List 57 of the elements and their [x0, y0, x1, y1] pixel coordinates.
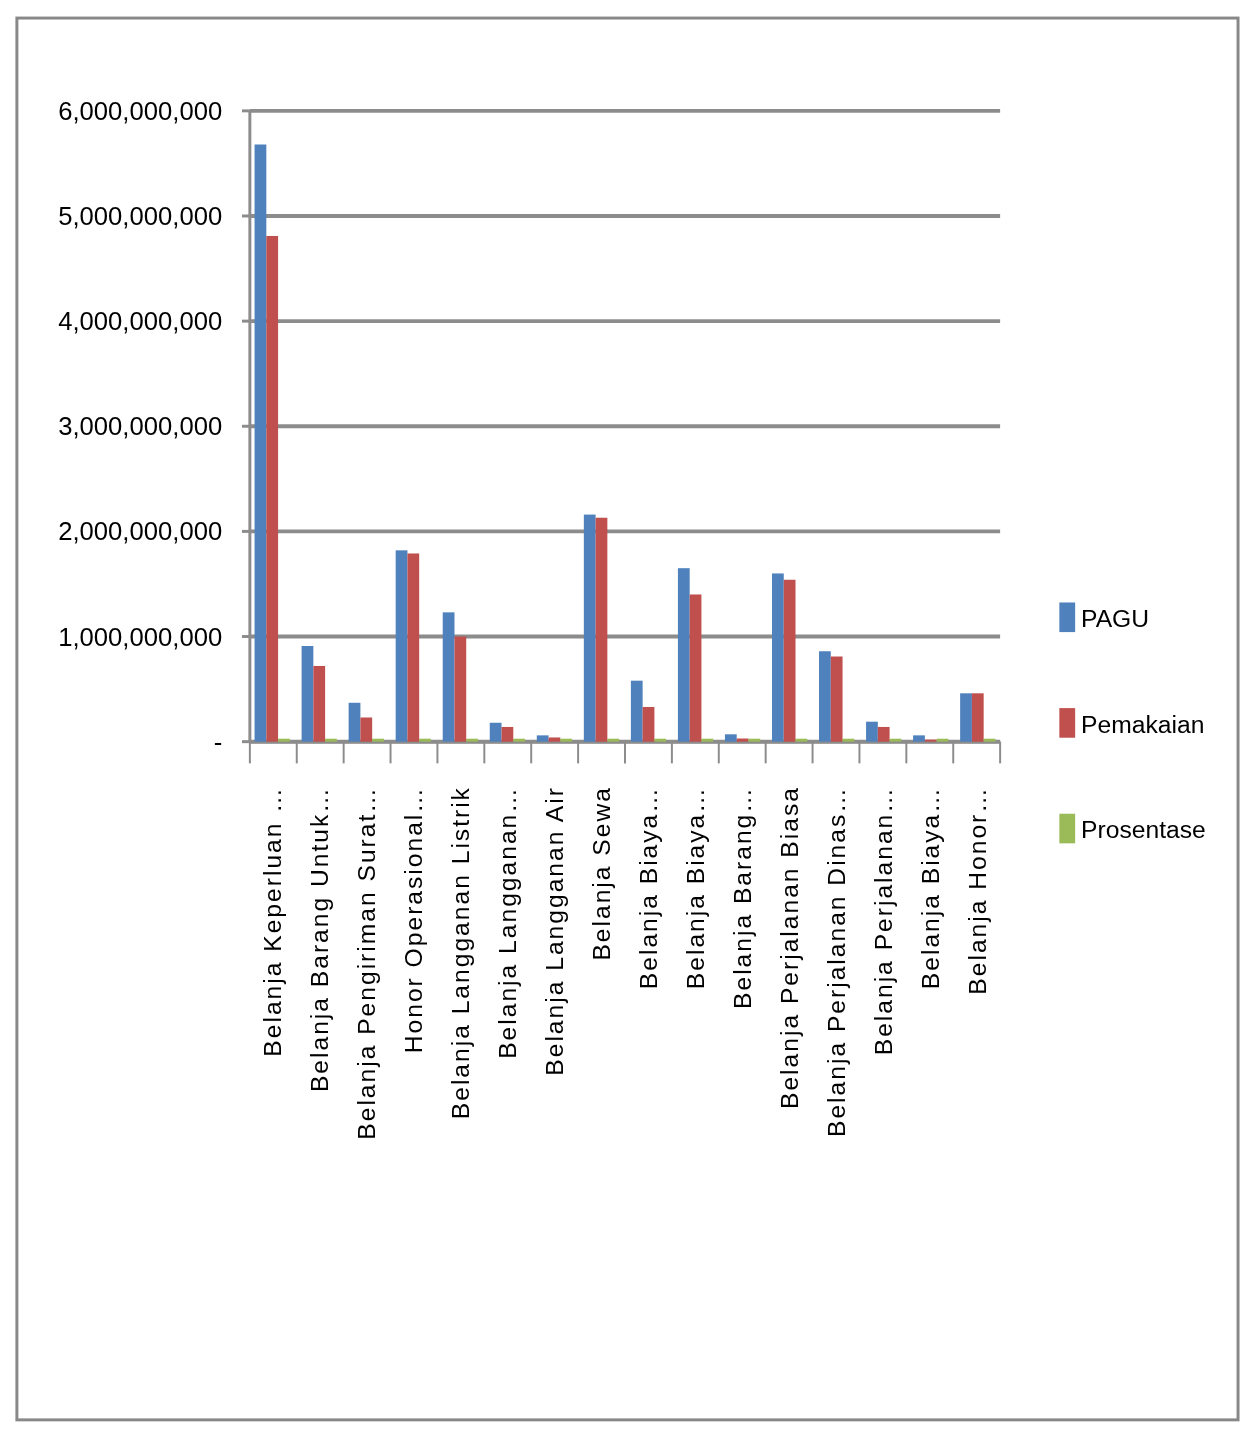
x-tick-label: Belanja Biaya… [635, 786, 663, 990]
bar [301, 645, 314, 742]
bar [407, 553, 420, 742]
y-tick-label: 4,000,000,000 [58, 307, 223, 336]
bar [677, 568, 690, 742]
x-tick-label: Belanja Barang… [729, 786, 757, 1009]
bar [595, 517, 608, 742]
bar [642, 706, 655, 742]
x-tick-label: Belanja Keperluan … [258, 786, 286, 1057]
bar [501, 726, 514, 742]
bar [866, 721, 878, 742]
y-tick-label: 5,000,000,000 [58, 201, 223, 230]
legend-label: PAGU [1081, 604, 1150, 632]
y-tick-label: - [213, 727, 223, 756]
bar [395, 550, 408, 742]
x-tick-label: Belanja Biaya… [682, 786, 710, 990]
bar [630, 680, 643, 742]
bar [819, 651, 831, 742]
y-tick-label: 2,000,000,000 [58, 517, 223, 546]
x-tick-label: Belanja Pengiriman Surat… [352, 786, 380, 1140]
bar [583, 514, 596, 742]
bar [489, 722, 502, 742]
bar [313, 665, 326, 742]
bar [960, 693, 972, 742]
x-tick-label: Belanja Langganan Air [541, 786, 569, 1076]
bar [830, 656, 843, 742]
bar [348, 702, 361, 742]
bar [783, 579, 796, 742]
x-tick-label: Belanja Perjalanan Dinas… [823, 786, 851, 1137]
y-tick-label: 3,000,000,000 [58, 412, 223, 441]
bar [548, 737, 561, 742]
bar [913, 735, 925, 742]
bar [442, 612, 455, 742]
x-tick-label: Belanja Langganan… [494, 786, 522, 1059]
x-tick-label: Belanja Sewa [588, 786, 616, 961]
x-tick-label: Belanja Barang Untuk… [305, 786, 333, 1093]
bar [689, 594, 702, 742]
x-tick-label: Honor Operasional… [399, 786, 427, 1054]
y-tick-label: 1,000,000,000 [58, 622, 223, 651]
x-tick-label: Belanja Biaya… [917, 786, 945, 990]
x-tick-label: Belanja Honor… [964, 786, 992, 995]
bar [877, 726, 890, 742]
bar [360, 717, 373, 742]
bar [266, 235, 279, 742]
bar [254, 144, 267, 742]
legend-label: Pemakaian [1081, 710, 1205, 738]
bar [971, 693, 984, 742]
legend-label: Prosentase [1081, 816, 1206, 844]
bar [536, 735, 549, 742]
y-tick-label: 6,000,000,000 [58, 96, 223, 125]
bar [771, 573, 784, 742]
x-tick-label: Belanja Perjalanan Biasa [776, 786, 804, 1109]
bar [724, 734, 737, 742]
x-tick-label: Belanja Perjalanan… [870, 786, 898, 1056]
bar [454, 636, 467, 742]
x-tick-label: Belanja Langganan Listrik [447, 786, 474, 1120]
bar [924, 739, 937, 742]
